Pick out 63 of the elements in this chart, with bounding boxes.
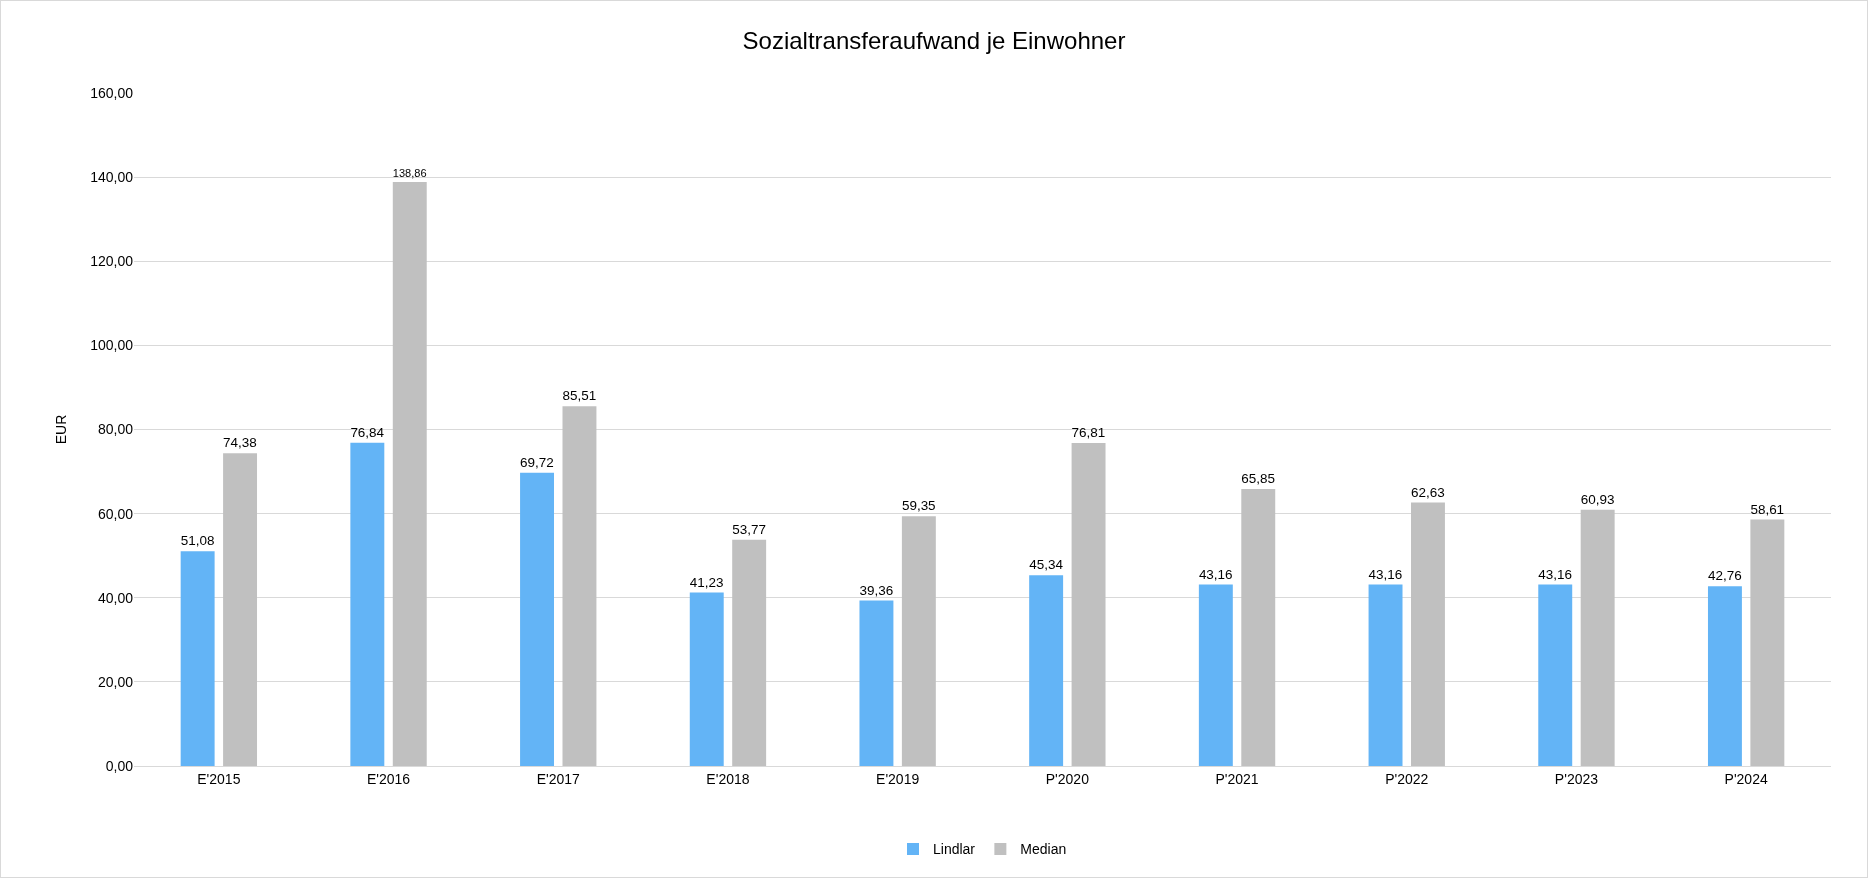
data-label: 58,61: [1750, 501, 1785, 517]
bar: [520, 472, 555, 766]
x-tick-label: E'2017: [536, 770, 581, 787]
bar: [562, 406, 597, 766]
y-tick-label: 120,00: [90, 253, 134, 270]
bar: [1368, 584, 1403, 766]
bar: [1198, 584, 1233, 766]
bar: [1580, 509, 1615, 766]
y-tick-label: 160,00: [90, 84, 134, 101]
data-label: 74,38: [223, 435, 257, 451]
bar: [1241, 489, 1276, 766]
y-tick-label: 140,00: [90, 169, 134, 186]
data-label: 59,35: [901, 498, 936, 514]
x-tick-label: E'2018: [706, 770, 750, 787]
data-label: 62,63: [1411, 484, 1445, 500]
data-label: 85,51: [562, 388, 597, 404]
bar: [350, 442, 385, 766]
y-tick-label: 40,00: [97, 589, 134, 606]
y-tick-label: 100,00: [90, 337, 134, 354]
bar: [1750, 519, 1785, 766]
bar: [732, 539, 767, 766]
x-tick-label: P'2020: [1045, 770, 1090, 787]
y-tick-label: 20,00: [97, 673, 134, 690]
bar: [392, 181, 427, 766]
data-label: 138,86: [392, 166, 427, 179]
x-tick-label: P'2022: [1385, 770, 1429, 787]
y-axis-title: EUR: [52, 414, 69, 445]
bar: [1538, 584, 1573, 766]
data-label: 45,34: [1029, 557, 1064, 573]
data-label: 42,76: [1707, 568, 1742, 584]
chart-title: Sozialtransferaufwand je Einwohner: [742, 26, 1126, 54]
bar: [223, 453, 258, 766]
data-label: 39,36: [859, 582, 894, 598]
y-tick-label: 0,00: [105, 757, 134, 774]
y-tick-label: 80,00: [97, 421, 134, 438]
bar: [859, 600, 894, 766]
x-tick-label: E'2019: [876, 770, 920, 787]
legend-label: Lindlar: [933, 841, 976, 858]
data-label: 41,23: [689, 574, 724, 590]
x-tick-label: E'2015: [197, 770, 241, 787]
bar: [1410, 502, 1445, 766]
data-label: 43,16: [1538, 566, 1572, 582]
x-tick-label: P'2023: [1554, 770, 1599, 787]
data-label: 76,84: [350, 424, 385, 440]
data-label: 53,77: [732, 521, 766, 537]
bar: [689, 592, 724, 766]
legend-label: Median: [1020, 841, 1067, 858]
bar: [180, 551, 215, 766]
data-label: 65,85: [1241, 471, 1276, 487]
data-label: 51,08: [180, 533, 215, 549]
bar: [1029, 575, 1064, 766]
bar: [1707, 586, 1742, 766]
data-label: 43,16: [1368, 566, 1403, 582]
data-label: 69,72: [520, 454, 554, 470]
bar: [901, 516, 936, 766]
bar: [1071, 442, 1106, 766]
y-tick-label: 60,00: [97, 505, 134, 522]
x-tick-label: P'2021: [1215, 770, 1259, 787]
data-label: 43,16: [1198, 566, 1233, 582]
x-tick-label: P'2024: [1724, 770, 1768, 787]
data-label: 60,93: [1580, 491, 1615, 507]
data-label: 76,81: [1071, 425, 1106, 441]
x-tick-label: E'2016: [366, 770, 411, 787]
